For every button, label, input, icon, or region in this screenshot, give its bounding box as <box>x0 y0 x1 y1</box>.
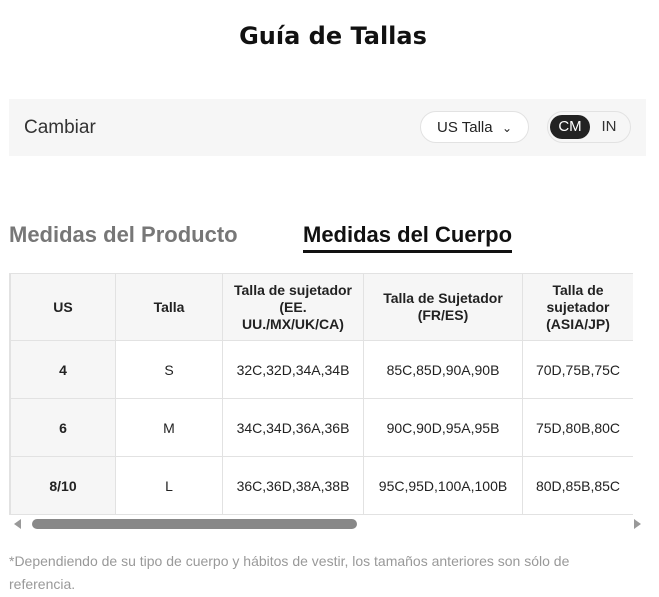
footnote: *Dependiendo de su tipo de cuerpo y hábi… <box>9 553 570 592</box>
cell-bra-asia: 80D,85B,85C <box>522 456 633 515</box>
unit-bar: Cambiar US Talla ⌄ CM IN <box>9 99 646 156</box>
header-us: US <box>10 273 116 341</box>
chevron-down-icon: ⌄ <box>501 121 512 135</box>
table-row: 6 M 34C,34D,36A,36B 90C,90D,95A,95B 75D,… <box>10 398 633 457</box>
unit-in[interactable]: IN <box>601 118 617 135</box>
tab-product-measurements[interactable]: Medidas del Producto <box>9 222 238 247</box>
cell-us: 6 <box>10 398 116 457</box>
tab-body-measurements[interactable]: Medidas del Cuerpo <box>303 222 513 253</box>
size-system-select[interactable]: US Talla ⌄ <box>420 111 529 143</box>
cell-size: S <box>115 340 223 399</box>
cell-bra-fr: 85C,85D,90A,90B <box>363 340 523 399</box>
horizontal-scrollbar[interactable] <box>9 517 646 531</box>
scroll-right-arrow-icon[interactable] <box>634 519 641 529</box>
cell-us: 8/10 <box>10 456 116 515</box>
table-row: 8/10 L 36C,36D,38A,38B 95C,95D,100A,100B… <box>10 456 633 515</box>
table-row: 4 S 32C,32D,34A,34B 85C,85D,90A,90B 70D,… <box>10 340 633 399</box>
header-bra-us: Talla de sujetador (EE. UU./MX/UK/CA) <box>222 273 364 341</box>
scrollbar-thumb[interactable] <box>32 519 357 529</box>
size-system-value: US Talla <box>437 119 493 136</box>
unit-toggle[interactable]: CM IN <box>547 111 631 143</box>
cell-bra-us: 36C,36D,38A,38B <box>222 456 364 515</box>
header-bra-asia: Talla de sujetador (ASIA/JP) <box>522 273 633 341</box>
table-header-row: US Talla Talla de sujetador (EE. UU./MX/… <box>10 273 633 341</box>
size-table-container: US Talla Talla de sujetador (EE. UU./MX/… <box>9 273 633 515</box>
page-title: Guía de Tallas <box>239 22 427 50</box>
change-label: Cambiar <box>24 117 96 138</box>
cell-bra-us: 32C,32D,34A,34B <box>222 340 364 399</box>
cell-bra-asia: 75D,80B,80C <box>522 398 633 457</box>
cell-bra-fr: 95C,95D,100A,100B <box>363 456 523 515</box>
header-size: Talla <box>115 273 223 341</box>
cell-bra-asia: 70D,75B,75C <box>522 340 633 399</box>
scroll-left-arrow-icon[interactable] <box>14 519 21 529</box>
size-table: US Talla Talla de sujetador (EE. UU./MX/… <box>10 273 633 515</box>
unit-cm[interactable]: CM <box>550 115 590 139</box>
cell-size: M <box>115 398 223 457</box>
header-bra-fr: Talla de Sujetador (FR/ES) <box>363 273 523 341</box>
cell-us: 4 <box>10 340 116 399</box>
cell-size: L <box>115 456 223 515</box>
cell-bra-fr: 90C,90D,95A,95B <box>363 398 523 457</box>
cell-bra-us: 34C,34D,36A,36B <box>222 398 364 457</box>
